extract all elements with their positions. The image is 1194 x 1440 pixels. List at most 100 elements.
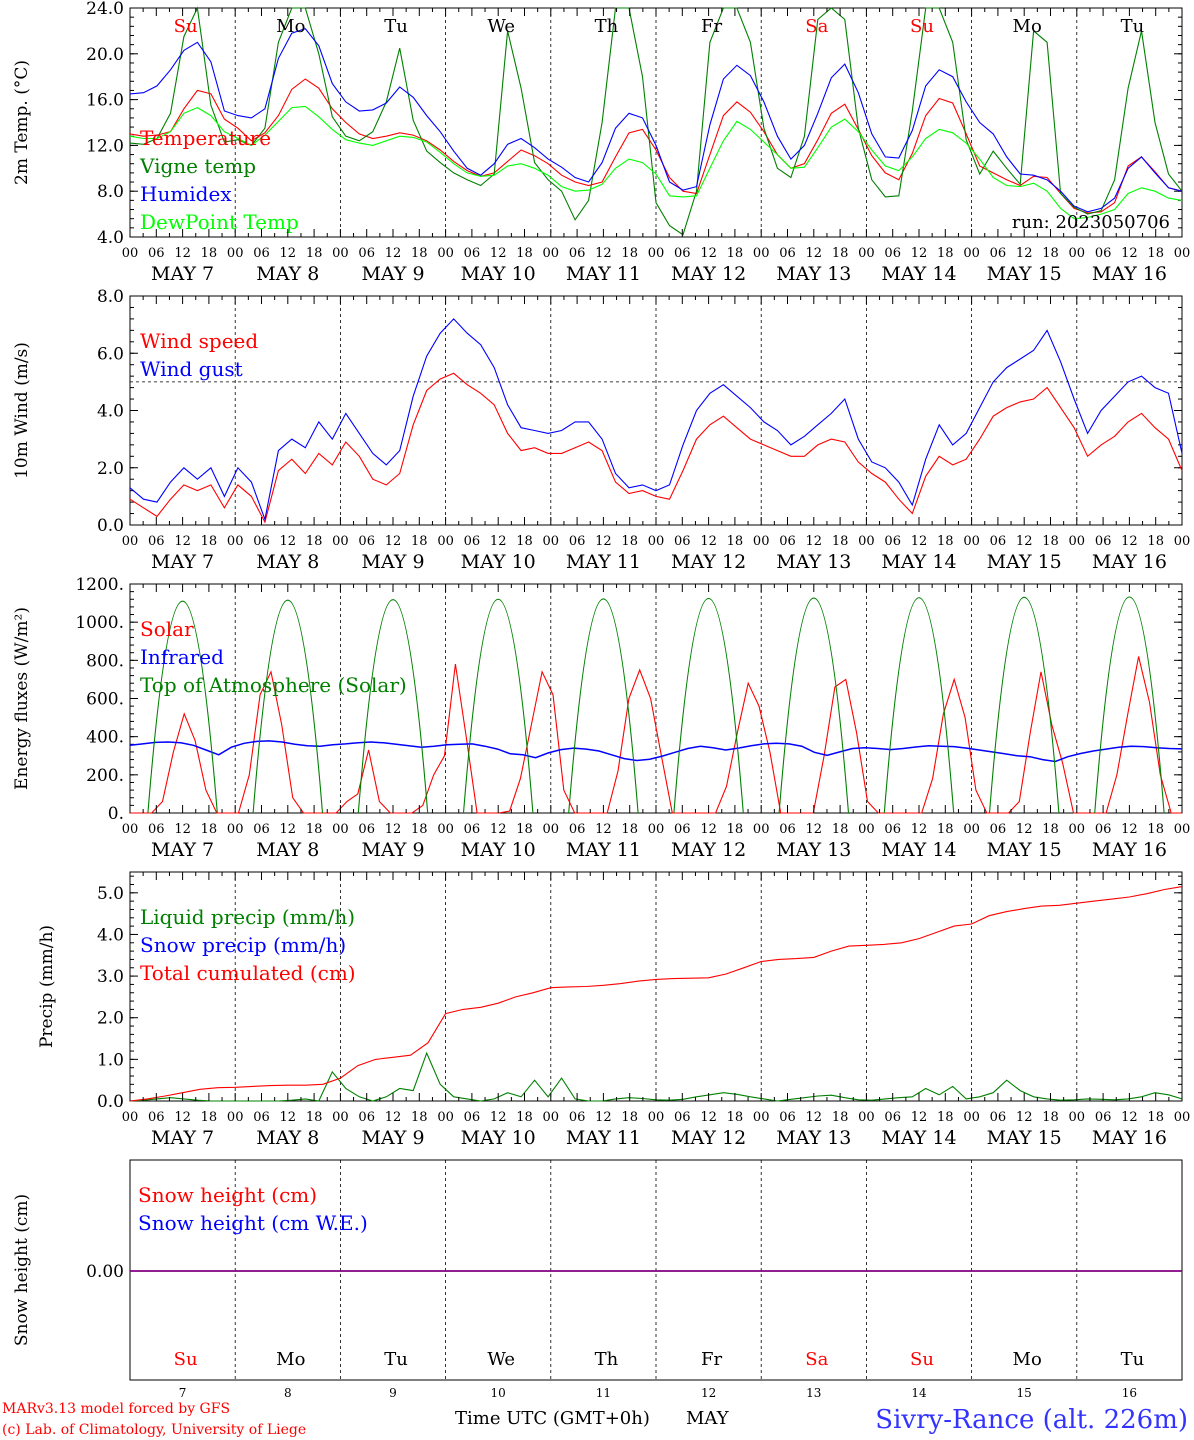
hour-tick-label: 12 (1121, 1110, 1138, 1125)
weekday-label: Tu (384, 16, 408, 37)
hour-tick-label: 12 (700, 246, 717, 261)
series-line (129, 6, 1183, 236)
hour-tick-label: 18 (1147, 534, 1164, 549)
date-label: MAY 14 (881, 1127, 956, 1149)
hour-tick-label: 00 (437, 246, 454, 261)
hour-tick-label: 12 (595, 822, 612, 837)
y-tick-label: 1200. (75, 575, 124, 595)
date-label: MAY 7 (151, 263, 214, 285)
hour-tick-label: 06 (779, 534, 796, 549)
hour-tick-label: 06 (674, 534, 691, 549)
station-name: Sivry-Rance (alt. 226m) (875, 1405, 1188, 1435)
hour-tick-label: 12 (490, 1110, 507, 1125)
y-tick-label: 0. (108, 804, 124, 824)
hour-tick-label: 06 (884, 246, 901, 261)
hour-tick-label: 12 (280, 246, 297, 261)
date-label: MAY 14 (881, 263, 956, 285)
hour-tick-label: 12 (1016, 534, 1033, 549)
hour-tick-label: 18 (201, 822, 218, 837)
hour-tick-label: 06 (569, 246, 586, 261)
weekday-label: Fr (701, 16, 722, 37)
y-axis-label: 2m Temp. (°C) (12, 60, 32, 185)
series-line (130, 656, 1182, 814)
y-axis-label: 10m Wind (m/s) (12, 342, 32, 479)
date-label: MAY 12 (671, 263, 746, 285)
legend-entry: Infrared (140, 645, 224, 669)
hour-tick-label: 06 (779, 822, 796, 837)
hour-tick-label: 12 (385, 822, 402, 837)
hour-tick-label: 06 (253, 822, 270, 837)
date-label: MAY 13 (776, 1127, 851, 1149)
y-tick-label: 4.0 (97, 402, 124, 422)
hour-tick-label: 06 (990, 822, 1007, 837)
hour-tick-label: 00 (122, 534, 139, 549)
legend-entry: Solar (140, 617, 194, 641)
hour-tick-label: 06 (148, 246, 165, 261)
hour-tick-label: 12 (1016, 246, 1033, 261)
panel-5: 0.00 Snow height (cm) Snow height (cm) Snow… (12, 1159, 1183, 1400)
hour-tick-label: 00 (1174, 534, 1191, 549)
date-label: MAY 8 (256, 551, 319, 573)
y-tick-label: 2.0 (97, 459, 124, 479)
hour-tick-label: 12 (1121, 246, 1138, 261)
hour-tick-label: 06 (464, 822, 481, 837)
hour-tick-label: 12 (700, 534, 717, 549)
y-tick-label: 200. (86, 766, 124, 786)
run-label: run: 2023050706 (1012, 212, 1170, 233)
hour-tick-label: 12 (174, 534, 191, 549)
weekday-label: We (487, 16, 515, 37)
legend-entry: Humidex (140, 182, 232, 206)
hour-tick-label: 12 (174, 246, 191, 261)
hour-tick-label: 12 (1121, 822, 1138, 837)
hour-tick-label: 12 (1121, 534, 1138, 549)
date-label: MAY 16 (1092, 263, 1167, 285)
hour-tick-label: 06 (358, 534, 375, 549)
series-line (147, 596, 1165, 814)
hour-tick-label: 06 (884, 534, 901, 549)
hour-tick-label: 00 (332, 822, 349, 837)
hour-tick-label: 00 (753, 246, 770, 261)
hour-tick-label: 00 (227, 534, 244, 549)
y-tick-label: 0.0 (97, 516, 124, 536)
weekday-label: Su (910, 1349, 934, 1370)
hour-tick-label: 00 (437, 534, 454, 549)
hour-tick-label: 00 (1069, 822, 1086, 837)
hour-tick-label: 00 (122, 822, 139, 837)
hour-tick-label: 00 (648, 1110, 665, 1125)
hour-tick-label: 06 (569, 1110, 586, 1125)
y-tick-label: 3.0 (97, 967, 124, 987)
hour-tick-label: 12 (174, 822, 191, 837)
weekday-label: Tu (1121, 16, 1145, 37)
weekday-label: Su (910, 16, 934, 37)
day-number-label: 8 (284, 1386, 292, 1400)
model-credit-line2: (c) Lab. of Climatology, University of L… (2, 1422, 306, 1438)
weekday-label: Su (174, 16, 198, 37)
hour-tick-label: 00 (543, 246, 560, 261)
panel-3: 0. 200. 400. 600. 800. 1000. 1200. Energy fluxe… (12, 575, 1190, 861)
weekday-label: Th (595, 16, 619, 37)
date-label: MAY 8 (256, 1127, 319, 1149)
date-label: MAY 9 (361, 263, 424, 285)
hour-tick-label: 18 (201, 534, 218, 549)
hour-tick-label: 12 (700, 822, 717, 837)
hour-tick-label: 00 (1069, 246, 1086, 261)
hour-tick-label: 06 (569, 534, 586, 549)
hour-tick-label: 06 (148, 534, 165, 549)
y-tick-label: 12.0 (86, 136, 124, 156)
day-number-label: 7 (179, 1386, 187, 1400)
hour-tick-label: 12 (385, 534, 402, 549)
date-label: MAY 13 (776, 551, 851, 573)
hour-tick-label: 18 (832, 822, 849, 837)
date-label: MAY 10 (461, 1127, 536, 1149)
weekday-label: Sa (805, 16, 828, 37)
hour-tick-label: 00 (648, 534, 665, 549)
hour-tick-label: 12 (385, 1110, 402, 1125)
weekday-label: Su (174, 1349, 198, 1370)
hour-tick-label: 18 (1147, 822, 1164, 837)
date-label: MAY 15 (987, 839, 1062, 861)
hour-tick-label: 00 (963, 534, 980, 549)
hour-tick-label: 12 (1016, 1110, 1033, 1125)
hour-tick-label: 18 (832, 246, 849, 261)
hour-tick-label: 00 (858, 246, 875, 261)
hour-tick-label: 00 (227, 1110, 244, 1125)
